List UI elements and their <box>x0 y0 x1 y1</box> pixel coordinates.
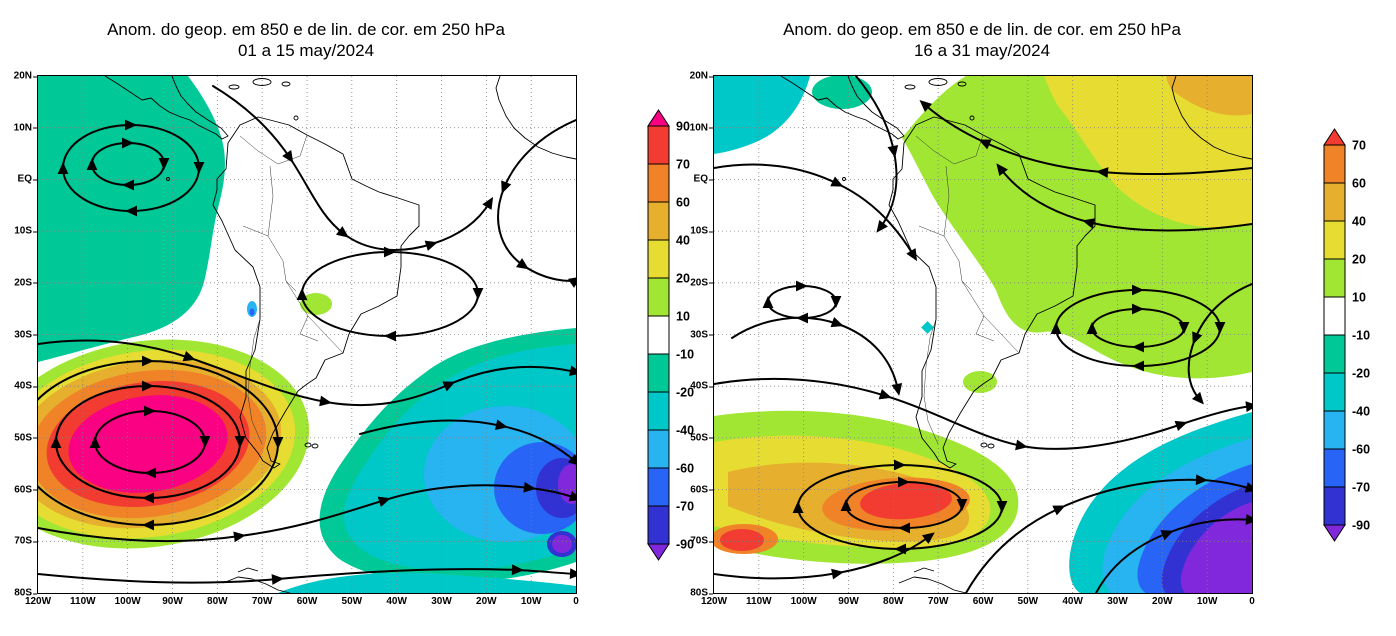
lon-axis: 120W 110W 100W 90W 80W 70W 60W 50W 40W 30W 20W 10W 0 <box>701 596 1255 610</box>
lat-tick-label: 10S <box>690 225 713 237</box>
svg-text:10: 10 <box>1352 291 1366 305</box>
lon-tick-label: 80W <box>883 596 904 607</box>
svg-text:-40: -40 <box>676 424 694 438</box>
svg-text:-40: -40 <box>1352 405 1370 419</box>
svg-text:10: 10 <box>676 310 690 324</box>
lat-tick-label: 80S <box>690 587 713 599</box>
lon-tick-label: 100W <box>790 596 817 607</box>
panel-first-fortnight: Anom. do geop. em 850 e de lin. de cor. … <box>2 0 714 636</box>
lon-tick-label: 120W <box>700 596 728 607</box>
lat-axis: 20N 10N EQ 10S 20S 30S 40S 50S 60S 70S 80S <box>678 71 714 599</box>
lat-tick-label: 70S <box>14 535 37 547</box>
chart-title: Anom. do geop. em 850 e de lin. de cor. … <box>713 20 1251 61</box>
lat-tick-label: 60S <box>690 484 713 496</box>
svg-text:20: 20 <box>1352 253 1366 267</box>
svg-text:90: 90 <box>676 120 690 134</box>
lon-tick-label: 70W <box>927 596 949 607</box>
chart-title-line1: Anom. do geop. em 850 e de lin. de cor. … <box>107 20 505 39</box>
chart-title-line2: 01 a 15 may/2024 <box>237 40 375 60</box>
lon-tick-label: 90W <box>162 596 183 607</box>
colorbar: 70 60 40 20 10 -10 -20 -40 -60 -70 -90 <box>1323 124 1395 553</box>
colorbar: 90 70 60 40 20 10 -10 -20 -40 -60 -70 -90 <box>647 105 719 572</box>
svg-text:-60: -60 <box>1352 443 1370 457</box>
lon-tick-label: 90W <box>838 596 859 607</box>
lat-tick-label: 50S <box>690 432 713 444</box>
lon-tick-label: 20W <box>1152 596 1173 607</box>
lat-tick-label: 50S <box>14 432 37 444</box>
lon-tick-label: 120W <box>24 596 52 607</box>
lon-axis: 120W 110W 100W 90W 80W 70W 60W 50W 40W 30W 20W 10W 0 <box>25 596 579 610</box>
chart-title-line2: 16 a 31 may/2024 <box>913 40 1051 60</box>
lat-tick-label: 10N <box>689 122 714 134</box>
lat-tick-label: 70S <box>690 535 713 547</box>
lon-tick-label: 40W <box>1062 596 1083 607</box>
svg-text:70: 70 <box>1352 139 1366 153</box>
svg-text:60: 60 <box>676 196 690 210</box>
lon-tick-label: 50W <box>341 596 363 607</box>
lat-axis: 20N 10N EQ 10S 20S 30S 40S 50S 60S 70S 80S <box>2 71 38 599</box>
lat-tick-label: 10S <box>14 225 37 237</box>
svg-text:40: 40 <box>676 234 690 248</box>
lon-tick-label: 30W <box>1107 596 1128 607</box>
map-svg-second <box>714 76 1252 593</box>
colorbar-svg: 70 60 40 20 10 -10 -20 -40 -60 -70 -90 <box>1323 128 1370 542</box>
svg-text:-20: -20 <box>676 386 694 400</box>
lon-tick-label: 110W <box>70 596 96 607</box>
chart-title-line1: Anom. do geop. em 850 e de lin. de cor. … <box>783 20 1181 39</box>
lat-tick-label: 20N <box>13 70 38 82</box>
colorbar-svg: 90 70 60 40 20 10 -10 -20 -40 -60 -70 -90 <box>647 109 694 561</box>
lon-tick-label: 10W <box>520 596 542 607</box>
chart-title: Anom. do geop. em 850 e de lin. de cor. … <box>37 20 575 61</box>
lat-tick-label: EQ <box>693 173 714 185</box>
streamlines <box>38 85 576 585</box>
lon-tick-label: 110W <box>746 596 772 607</box>
svg-text:-90: -90 <box>676 538 694 552</box>
svg-text:40: 40 <box>1352 215 1366 229</box>
lon-tick-label: 60W <box>296 596 318 607</box>
map-svg-first <box>38 76 576 593</box>
svg-text:60: 60 <box>1352 177 1366 191</box>
svg-text:-70: -70 <box>1352 481 1370 495</box>
lon-tick-label: 0 <box>1249 596 1255 607</box>
svg-text:70: 70 <box>676 158 690 172</box>
lon-tick-label: 0 <box>573 596 579 607</box>
lat-tick-label: 20N <box>689 70 714 82</box>
lon-tick-label: 50W <box>1017 596 1039 607</box>
lat-tick-label: 80S <box>14 587 37 599</box>
lat-tick-label: 30S <box>690 329 713 340</box>
lat-tick-label: 40S <box>690 380 713 392</box>
svg-text:-70: -70 <box>676 500 694 514</box>
lon-tick-label: 30W <box>431 596 452 607</box>
lon-tick-label: 40W <box>386 596 407 607</box>
lon-tick-label: 60W <box>972 596 994 607</box>
svg-text:-20: -20 <box>1352 367 1370 381</box>
streamlines <box>714 76 1252 593</box>
map-plot-area <box>713 75 1253 594</box>
lon-tick-label: 20W <box>476 596 497 607</box>
lat-tick-label: 10N <box>13 122 38 134</box>
map-plot-area <box>37 75 577 594</box>
lon-tick-label: 70W <box>251 596 273 607</box>
svg-text:20: 20 <box>676 272 690 286</box>
lat-tick-label: 40S <box>14 380 37 392</box>
lat-tick-label: 60S <box>14 484 37 496</box>
lon-tick-label: 100W <box>114 596 141 607</box>
lon-tick-label: 10W <box>1196 596 1218 607</box>
svg-text:-90: -90 <box>1352 519 1370 533</box>
lat-tick-label: 30S <box>14 329 37 340</box>
panel-second-fortnight: Anom. do geop. em 850 e de lin. de cor. … <box>678 0 1390 636</box>
svg-text:-60: -60 <box>676 462 694 476</box>
svg-text:-10: -10 <box>1352 329 1370 343</box>
lat-tick-label: EQ <box>17 173 38 185</box>
svg-text:-10: -10 <box>676 348 694 362</box>
lon-tick-label: 80W <box>207 596 228 607</box>
lat-tick-label: 20S <box>14 277 37 289</box>
lat-tick-label: 20S <box>690 277 713 289</box>
